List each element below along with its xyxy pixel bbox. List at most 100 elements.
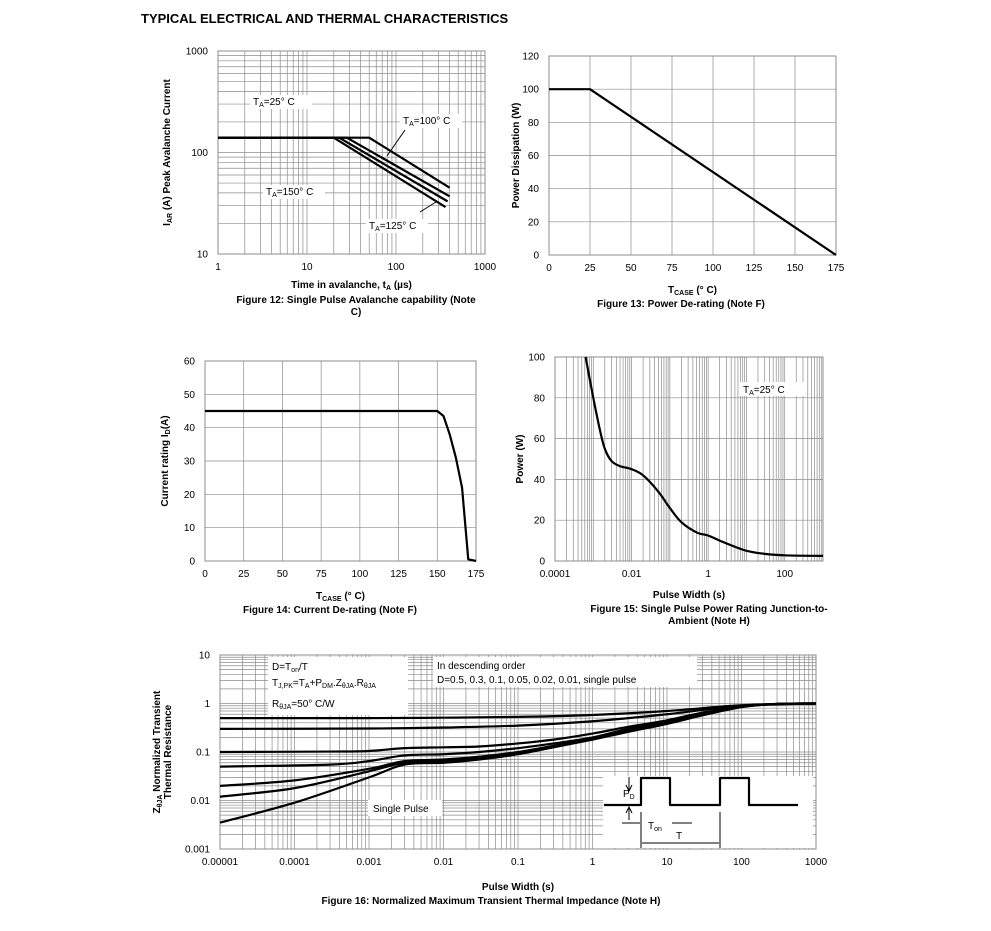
x-axis-label: Pulse Width (s) bbox=[653, 590, 725, 601]
fig15-chart: 0.0001 0.01 1 100 0 20 40 60 80 100 TA=25° C Pulse … bbox=[515, 353, 828, 628]
y-tick-label: 20 bbox=[184, 490, 196, 501]
x-tick-label: 125 bbox=[746, 263, 763, 274]
x-tick-label: 50 bbox=[625, 263, 637, 274]
y-tick-label: 0 bbox=[539, 557, 545, 568]
x-axis-label: Time in avalanche, tA (µs) bbox=[291, 280, 412, 292]
x-tick-label: 75 bbox=[316, 569, 328, 580]
x-axis-label: TCASE (° C) bbox=[668, 285, 717, 297]
x-tick-label: 0.01 bbox=[434, 857, 454, 868]
pulse-waveform bbox=[604, 776, 798, 807]
power-series-line bbox=[584, 356, 824, 557]
y-tick-label: 40 bbox=[184, 423, 196, 434]
y-tick-label: 60 bbox=[184, 357, 196, 368]
y-tick-label: 0 bbox=[533, 251, 539, 262]
y-axis-label: IAR (A) Peak Avalanche Current bbox=[162, 79, 174, 226]
x-tick-label: 0.0001 bbox=[279, 857, 310, 868]
y-tick-label: 20 bbox=[534, 516, 546, 527]
y-tick-label: 60 bbox=[534, 434, 546, 445]
annotation-duty-list: D=0.5, 0.3, 0.1, 0.05, 0.02, 0.01, singl… bbox=[437, 675, 637, 686]
x-tick-label: 100 bbox=[776, 569, 793, 580]
y-tick-label: 100 bbox=[522, 85, 539, 96]
series-annotation: TA=100° C bbox=[403, 116, 450, 128]
y-tick-label: 50 bbox=[184, 390, 196, 401]
figure-caption: C) bbox=[351, 307, 362, 318]
x-tick-label: 100 bbox=[705, 263, 722, 274]
x-tick-label: 1 bbox=[705, 569, 711, 580]
series-annotation: TA=125° C bbox=[369, 221, 416, 233]
x-tick-label: 100 bbox=[352, 569, 369, 580]
x-tick-label: 50 bbox=[277, 569, 289, 580]
y-tick-label: 100 bbox=[528, 353, 545, 364]
figure-caption: Figure 14: Current De-rating (Note F) bbox=[243, 605, 417, 616]
y-tick-label: 60 bbox=[528, 151, 540, 162]
y-tick-label: 20 bbox=[528, 217, 540, 228]
y-tick-label: 1 bbox=[204, 699, 210, 710]
x-tick-label: 1000 bbox=[805, 857, 828, 868]
x-tick-label: 10 bbox=[661, 857, 673, 868]
figure-caption: Figure 16: Normalized Maximum Transient … bbox=[322, 896, 661, 907]
x-axis-label: TCASE (° C) bbox=[316, 591, 365, 603]
avalanche-series-line bbox=[218, 136, 449, 203]
pd-label: PD bbox=[623, 789, 635, 801]
plot-frame bbox=[554, 356, 824, 562]
x-tick-label: 0.01 bbox=[622, 569, 642, 580]
y-tick-label: 80 bbox=[528, 118, 540, 129]
y-tick-label: 0.001 bbox=[185, 845, 210, 856]
y-tick-label: 1000 bbox=[186, 47, 209, 58]
x-tick-label: 0.0001 bbox=[540, 569, 571, 580]
single-pulse-label: Single Pulse bbox=[373, 804, 429, 815]
annotation-duty: D=Ton/T bbox=[272, 662, 308, 674]
x-tick-label: 25 bbox=[238, 569, 250, 580]
x-tick-label: 175 bbox=[468, 569, 485, 580]
x-tick-label: 0 bbox=[546, 263, 552, 274]
page-title: TYPICAL ELECTRICAL AND THERMAL CHARACTER… bbox=[141, 11, 509, 26]
plot-frame bbox=[548, 55, 837, 256]
y-tick-label: 100 bbox=[191, 148, 208, 159]
figure-caption: Ambient (Note H) bbox=[668, 616, 750, 627]
figure-caption: Figure 15: Single Pulse Power Rating Jun… bbox=[590, 604, 827, 615]
x-tick-label: 1 bbox=[590, 857, 596, 868]
thermal-series-line bbox=[219, 702, 817, 824]
plot-frame bbox=[204, 360, 477, 562]
y-axis-label-line2: Thermal Resistance bbox=[163, 704, 174, 799]
annotation-rtheta: RθJA=50° C/W bbox=[272, 699, 335, 711]
x-tick-label: 1000 bbox=[474, 262, 497, 273]
fig13-chart: 0 25 50 75 100 125 150 175 0 20 40 60 80 100 120 TCASE … bbox=[511, 52, 845, 311]
x-tick-label: 0 bbox=[202, 569, 208, 580]
annotation-arrow bbox=[386, 129, 406, 157]
figure-caption: Figure 13: Power De-rating (Note F) bbox=[597, 299, 765, 310]
annotation-order: In descending order bbox=[437, 661, 526, 672]
y-tick-label: 0.01 bbox=[191, 796, 211, 807]
derating-series-line bbox=[549, 88, 837, 256]
pulse-waveform-inset: PD Ton T bbox=[603, 776, 813, 848]
x-tick-label: 25 bbox=[584, 263, 596, 274]
y-axis-label: Power Dissipation (W) bbox=[511, 103, 522, 209]
period-label: T bbox=[676, 831, 682, 842]
y-tick-label: 40 bbox=[534, 475, 546, 486]
y-tick-label: 80 bbox=[534, 393, 546, 404]
x-tick-label: 0.1 bbox=[511, 857, 525, 868]
x-tick-label: 175 bbox=[828, 263, 845, 274]
derating-series-line bbox=[205, 409, 477, 563]
fig14-chart: 0 25 50 75 100 125 150 175 0 10 20 30 40 50 60 TCASE (°… bbox=[160, 357, 485, 617]
x-tick-label: 100 bbox=[733, 857, 750, 868]
x-tick-label: 125 bbox=[390, 569, 407, 580]
annotation-arrow bbox=[419, 201, 437, 213]
fig16-chart: 0.00001 0.0001 0.001 0.01 0.1 1 10 100 1000 0.001… bbox=[152, 651, 828, 908]
y-tick-label: 120 bbox=[522, 52, 539, 63]
y-axis-label: Current rating ID(A) bbox=[160, 415, 172, 506]
x-tick-label: 10 bbox=[301, 262, 313, 273]
fig12-chart: 1 10 100 1000 10 100 1000 TA=25° C TA=100° C TA=1… bbox=[162, 47, 497, 319]
y-tick-label: 0.1 bbox=[196, 748, 210, 759]
series-annotation: TA=150° C bbox=[266, 187, 313, 199]
x-tick-label: 0.001 bbox=[356, 857, 381, 868]
annotation-tjpk: TJ,PK=TA+PDM.ZθJA.RθJA bbox=[272, 678, 376, 690]
y-tick-label: 10 bbox=[184, 523, 196, 534]
series-annotation: TA=25° C bbox=[743, 385, 785, 397]
series-annotation: TA=25° C bbox=[253, 97, 295, 109]
x-tick-label: 150 bbox=[429, 569, 446, 580]
y-tick-label: 10 bbox=[199, 651, 211, 662]
y-axis-label: ZθJA Normalized Transient bbox=[152, 690, 164, 813]
x-tick-label: 100 bbox=[388, 262, 405, 273]
